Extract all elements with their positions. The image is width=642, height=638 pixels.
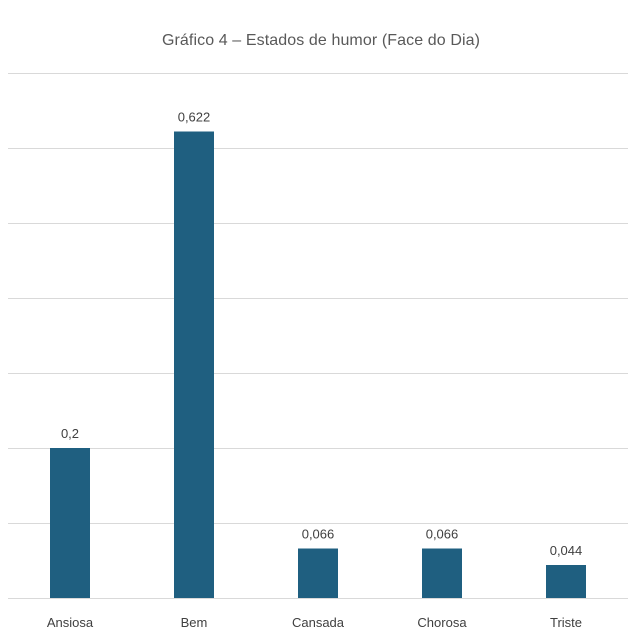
bars <box>50 131 586 598</box>
data-label-ansiosa: 0,2 <box>61 426 79 441</box>
bar-triste <box>546 565 586 598</box>
data-label-triste: 0,044 <box>550 543 583 558</box>
bar-bem <box>174 131 214 598</box>
data-label-bem: 0,622 <box>178 110 211 125</box>
bar-ansiosa <box>50 448 90 598</box>
x-tick-label-chorosa: Chorosa <box>417 615 467 630</box>
chart-title: Gráfico 4 – Estados de humor (Face do Di… <box>161 32 481 49</box>
x-tick-label-triste: Triste <box>550 615 582 630</box>
x-tick-label-bem: Bem <box>181 615 208 630</box>
data-label-cansada: 0,066 <box>302 527 335 542</box>
bar-cansada <box>298 548 338 598</box>
data-label-chorosa: 0,066 <box>426 527 459 542</box>
gridlines <box>8 73 628 599</box>
data-labels: 0,2 0,622 0,066 0,066 0,044 <box>61 110 582 559</box>
x-tick-label-ansiosa: Ansiosa <box>47 615 94 630</box>
x-tick-label-cansada: Cansada <box>292 615 345 630</box>
bar-chorosa <box>422 548 462 598</box>
x-axis-tick-labels: Ansiosa Bem Cansada Chorosa Triste <box>47 615 582 630</box>
